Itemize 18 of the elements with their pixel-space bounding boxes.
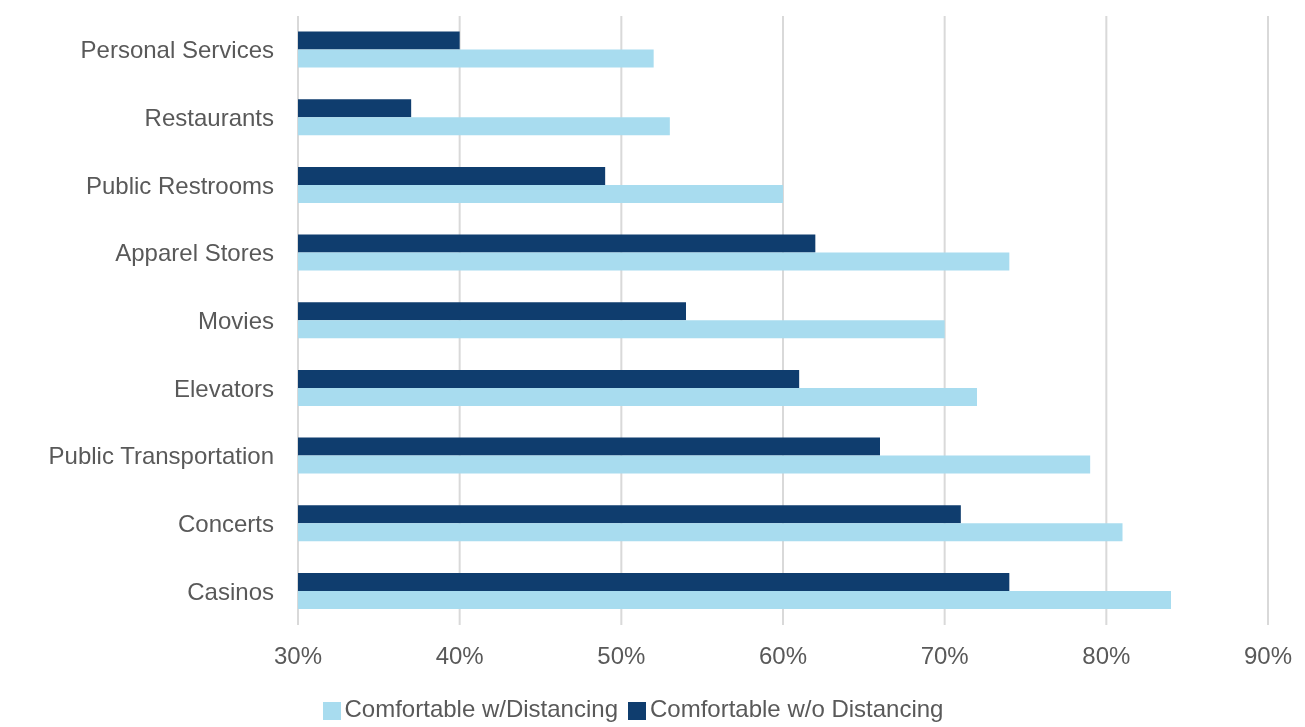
x-tick-label: 90% [1243, 642, 1293, 670]
y-tick-label: Casinos [187, 577, 274, 605]
x-tick-label: 70% [920, 642, 969, 670]
y-tick-label: Public Transportation [48, 442, 274, 470]
x-tick-label: 50% [597, 642, 646, 670]
y-tick-label: Concerts [177, 510, 274, 538]
y-tick-label: Movies [197, 307, 274, 335]
y-tick-label: Elevators [173, 374, 274, 402]
y-tick-label: Apparel Stores [115, 239, 274, 267]
legend-label: Comfortable w/Distancing [344, 695, 618, 722]
x-tick-label: 30% [273, 642, 323, 670]
y-tick-label: Public Restrooms [85, 171, 274, 199]
y-tick-label: Restaurants [144, 104, 274, 132]
y-tick-label: Personal Services [80, 36, 274, 64]
x-tick-label: 40% [435, 642, 484, 670]
legend-label: Comfortable w/o Distancing [649, 695, 944, 722]
x-tick-label: 80% [1082, 642, 1131, 670]
x-tick-label: 60% [758, 642, 808, 670]
